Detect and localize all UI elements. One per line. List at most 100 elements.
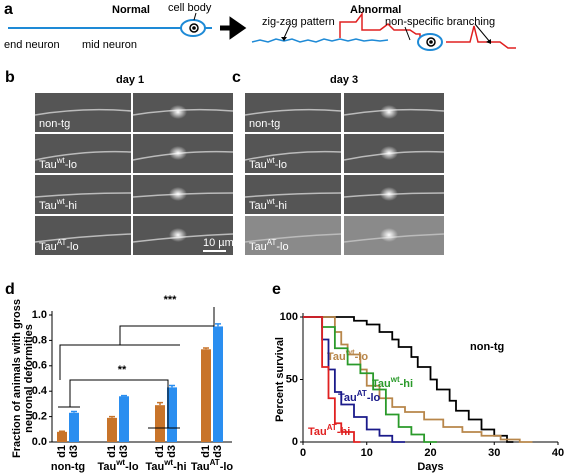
- y-tick-label: 0.4: [32, 385, 48, 397]
- normal-neuron: [8, 12, 212, 37]
- panel-title: day 1: [116, 74, 144, 86]
- series-label-part: -hi: [337, 426, 350, 438]
- bracket: [58, 379, 180, 429]
- row-label-part: Tau: [249, 159, 267, 171]
- series-label-part: -lo: [367, 392, 381, 404]
- bar: [167, 387, 177, 442]
- x-tick-label-part: Tau: [145, 461, 164, 473]
- series-label-part: -hi: [400, 378, 413, 390]
- error-bar: [203, 347, 209, 350]
- cell-body: [169, 228, 187, 242]
- bar-label: d3: [68, 445, 80, 458]
- annotation: ***: [164, 294, 178, 306]
- x-tick-label: Tauwt-hi: [145, 458, 186, 473]
- panel-title: day 3: [330, 74, 358, 86]
- bar: [201, 349, 211, 442]
- scale-bar-label: 10 µm: [203, 237, 234, 249]
- x-tick-label-part: -lo: [220, 461, 234, 473]
- x-tick-label: 40: [552, 447, 564, 459]
- survival-curve: [303, 316, 361, 443]
- x-tick-label: TauAT-lo: [191, 458, 234, 473]
- x-tick-label: Tauwt-lo: [97, 458, 138, 473]
- y-tick-label: 50: [286, 373, 298, 385]
- error-bar: [169, 384, 175, 388]
- row-label-part: Tau: [39, 200, 57, 212]
- label: cell body: [168, 2, 212, 14]
- series-label-part: non-tg: [470, 341, 504, 353]
- cell-body: [380, 146, 398, 160]
- panel-letter: e: [272, 281, 281, 298]
- row-label: non-tg: [39, 118, 70, 130]
- series-label: Tauwt-hi: [372, 375, 413, 390]
- bracket: [119, 307, 215, 345]
- error-bar: [71, 410, 77, 413]
- bar: [119, 396, 129, 442]
- y-axis-label: Percent survival: [274, 337, 286, 422]
- micrographs: [34, 93, 445, 255]
- bar-label: d1: [56, 445, 68, 458]
- row-label-part: Tau: [39, 159, 57, 171]
- series-label-part: wt: [390, 375, 400, 384]
- neurite: [34, 192, 132, 198]
- cell-body: [169, 146, 187, 160]
- row-label: Tauwt-lo: [249, 156, 287, 171]
- cell-body: [169, 187, 187, 201]
- row-label: TauAT-lo: [249, 238, 289, 253]
- row-label-part: non-tg: [39, 118, 70, 130]
- row-label-part: AT: [267, 238, 277, 247]
- label: zig-zag pattern: [262, 16, 335, 28]
- series-label-part: wt: [345, 348, 355, 357]
- bar: [155, 405, 165, 442]
- bar: [107, 417, 117, 442]
- neurite: [244, 192, 342, 198]
- series-label-part: Tau: [372, 378, 391, 390]
- bar-label: d1: [106, 445, 118, 458]
- row-label-part: Tau: [249, 200, 267, 212]
- label: end neuron: [4, 39, 60, 51]
- y-tick-label: 0.6: [32, 360, 47, 372]
- row-label: Tauwt-hi: [39, 197, 77, 212]
- x-axis-label: Days: [417, 461, 443, 473]
- x-tick-label: 0: [300, 447, 306, 459]
- survival-curve: [303, 316, 405, 443]
- arrow: [220, 16, 247, 40]
- row-label: TauAT-lo: [39, 238, 79, 253]
- x-tick-label-part: Tau: [191, 461, 210, 473]
- y-tick-label: 100: [280, 311, 298, 323]
- bar-label: d3: [212, 445, 224, 458]
- panel-letter: c: [232, 69, 241, 86]
- series-label-part: Tau: [327, 351, 346, 363]
- row-label-part: non-tg: [249, 118, 280, 130]
- neurite: [34, 233, 132, 243]
- row-label-part: wt: [56, 156, 66, 165]
- row-label-part: Tau: [39, 241, 57, 253]
- error-bar: [121, 394, 127, 397]
- row-label-part: -lo: [65, 159, 77, 171]
- x-tick-label-part: -lo: [125, 461, 139, 473]
- panel-letter: b: [5, 69, 15, 86]
- row-label-part: -lo: [276, 241, 288, 253]
- neurite: [244, 108, 342, 116]
- x-tick-label-part: AT: [210, 458, 220, 467]
- panel-title: Normal: [112, 4, 150, 16]
- row-label-part: Tau: [249, 241, 267, 253]
- bracket: [59, 344, 180, 380]
- series-label-part: AT: [327, 423, 337, 432]
- survival-curve: [303, 316, 437, 443]
- bar-label: d1: [200, 445, 212, 458]
- series-label: Tauwt-lo: [327, 348, 368, 363]
- neurite: [244, 150, 342, 161]
- survival-curve: [303, 316, 514, 443]
- error-bar: [215, 323, 221, 327]
- series-label: TauAT-hi: [308, 423, 350, 438]
- series-label-part: Tau: [308, 426, 327, 438]
- y-axis-label: neuronal deformities: [23, 324, 35, 433]
- error-bar: [157, 401, 163, 406]
- panel-letter: d: [5, 281, 15, 298]
- row-label-part: AT: [57, 238, 67, 247]
- neurite: [244, 233, 342, 243]
- cell-body: [380, 105, 398, 119]
- panel-letter: a: [4, 1, 13, 18]
- y-tick-label: 0.2: [32, 411, 47, 423]
- error-bar: [59, 430, 65, 432]
